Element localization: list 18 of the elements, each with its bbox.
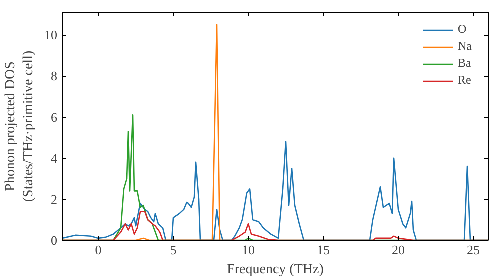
legend-label: Na: [458, 39, 473, 54]
y-tick-label: 6: [51, 110, 58, 125]
y-tick-label: 8: [51, 68, 58, 84]
x-tick-label: 20: [392, 242, 405, 258]
y-tick-label: 10: [44, 28, 58, 43]
y-tick-label: 2: [51, 192, 58, 207]
y-axis-title: Phonon projected DOS (States/THz·primitive cell): [4, 50, 36, 202]
y-tick-label: 0: [51, 233, 58, 248]
legend-label: Ba: [458, 56, 472, 71]
x-tick-label: 25: [467, 242, 480, 258]
x-tick-label: 0: [95, 242, 102, 258]
x-tick-label: 10: [242, 242, 255, 258]
x-tick-label: 15: [317, 242, 330, 258]
legend-label: O: [458, 22, 468, 37]
x-axis-title: Frequency (THz): [227, 262, 324, 278]
y-tick-label: 4: [51, 150, 58, 166]
legend-label: Re: [458, 73, 472, 88]
x-tick-label: 5: [170, 242, 177, 258]
